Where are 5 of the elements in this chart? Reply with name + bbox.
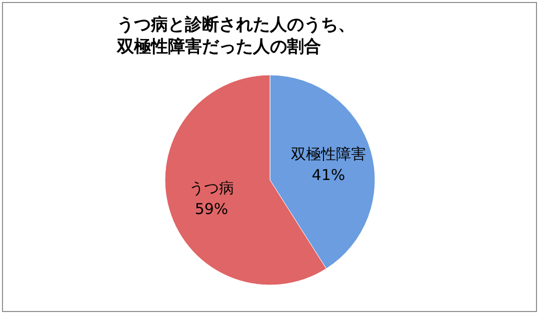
data-label: 41%: [312, 166, 346, 184]
slice-label: 双極性障害: [290, 145, 366, 164]
chart-title: うつ病と診断された人のうち、双極性障害だった人の割合: [116, 15, 355, 57]
data-label: 59%: [194, 200, 228, 218]
slice-label: うつ病: [189, 178, 234, 197]
